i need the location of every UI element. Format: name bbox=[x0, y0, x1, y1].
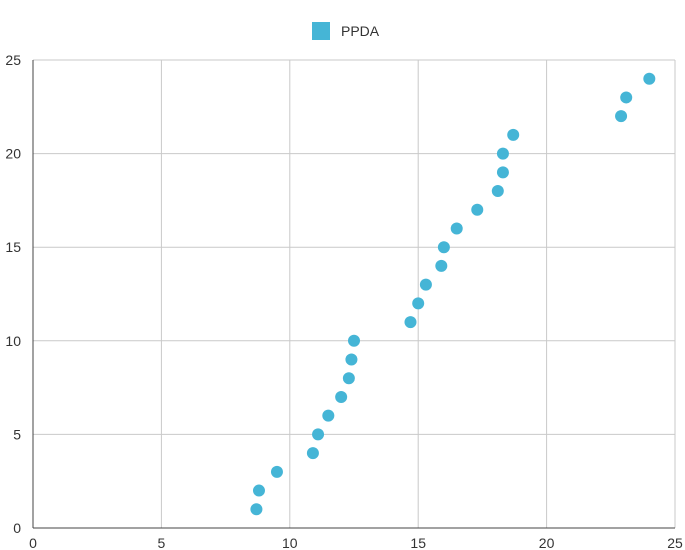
data-point[interactable] bbox=[620, 91, 633, 104]
data-point[interactable] bbox=[335, 390, 348, 403]
x-tick-label: 0 bbox=[29, 535, 37, 550]
data-point[interactable] bbox=[312, 428, 325, 441]
grid bbox=[33, 59, 676, 528]
data-point[interactable] bbox=[412, 297, 425, 310]
data-point[interactable] bbox=[270, 465, 283, 478]
x-tick-label: 10 bbox=[282, 535, 298, 550]
x-tick-label: 5 bbox=[158, 535, 166, 550]
data-point[interactable] bbox=[345, 353, 358, 366]
data-point[interactable] bbox=[496, 147, 509, 160]
data-point[interactable] bbox=[491, 185, 504, 198]
x-tick-label: 15 bbox=[410, 535, 426, 550]
data-point[interactable] bbox=[435, 259, 448, 272]
data-points bbox=[250, 72, 656, 516]
data-point[interactable] bbox=[471, 203, 484, 216]
data-point[interactable] bbox=[348, 334, 360, 347]
data-point[interactable] bbox=[252, 484, 265, 497]
data-point[interactable] bbox=[643, 72, 656, 85]
data-point[interactable] bbox=[404, 316, 417, 329]
y-tick-label: 15 bbox=[5, 239, 21, 255]
x-tick-label: 25 bbox=[667, 535, 683, 550]
y-tick-label: 5 bbox=[13, 426, 21, 442]
tick-labels: 0 5 10 15 20 25 0 5 10 15 20 25 bbox=[5, 52, 683, 550]
legend-swatch[interactable] bbox=[312, 22, 330, 40]
data-point[interactable] bbox=[322, 409, 335, 422]
data-point[interactable] bbox=[419, 278, 432, 291]
data-point[interactable] bbox=[450, 222, 463, 235]
data-point[interactable] bbox=[250, 503, 263, 516]
legend-label[interactable]: PPDA bbox=[341, 23, 380, 39]
y-tick-label: 20 bbox=[5, 146, 21, 162]
data-point[interactable] bbox=[437, 241, 450, 254]
data-point[interactable] bbox=[306, 447, 319, 460]
data-point[interactable] bbox=[496, 166, 509, 179]
legend[interactable]: PPDA bbox=[312, 22, 380, 40]
y-tick-label: 0 bbox=[13, 520, 21, 536]
y-tick-label: 10 bbox=[5, 333, 21, 349]
y-tick-label: 25 bbox=[5, 52, 21, 68]
data-point[interactable] bbox=[507, 128, 520, 141]
axes bbox=[32, 60, 675, 529]
data-point[interactable] bbox=[615, 110, 628, 123]
x-tick-label: 20 bbox=[539, 535, 555, 550]
data-point[interactable] bbox=[342, 372, 355, 385]
